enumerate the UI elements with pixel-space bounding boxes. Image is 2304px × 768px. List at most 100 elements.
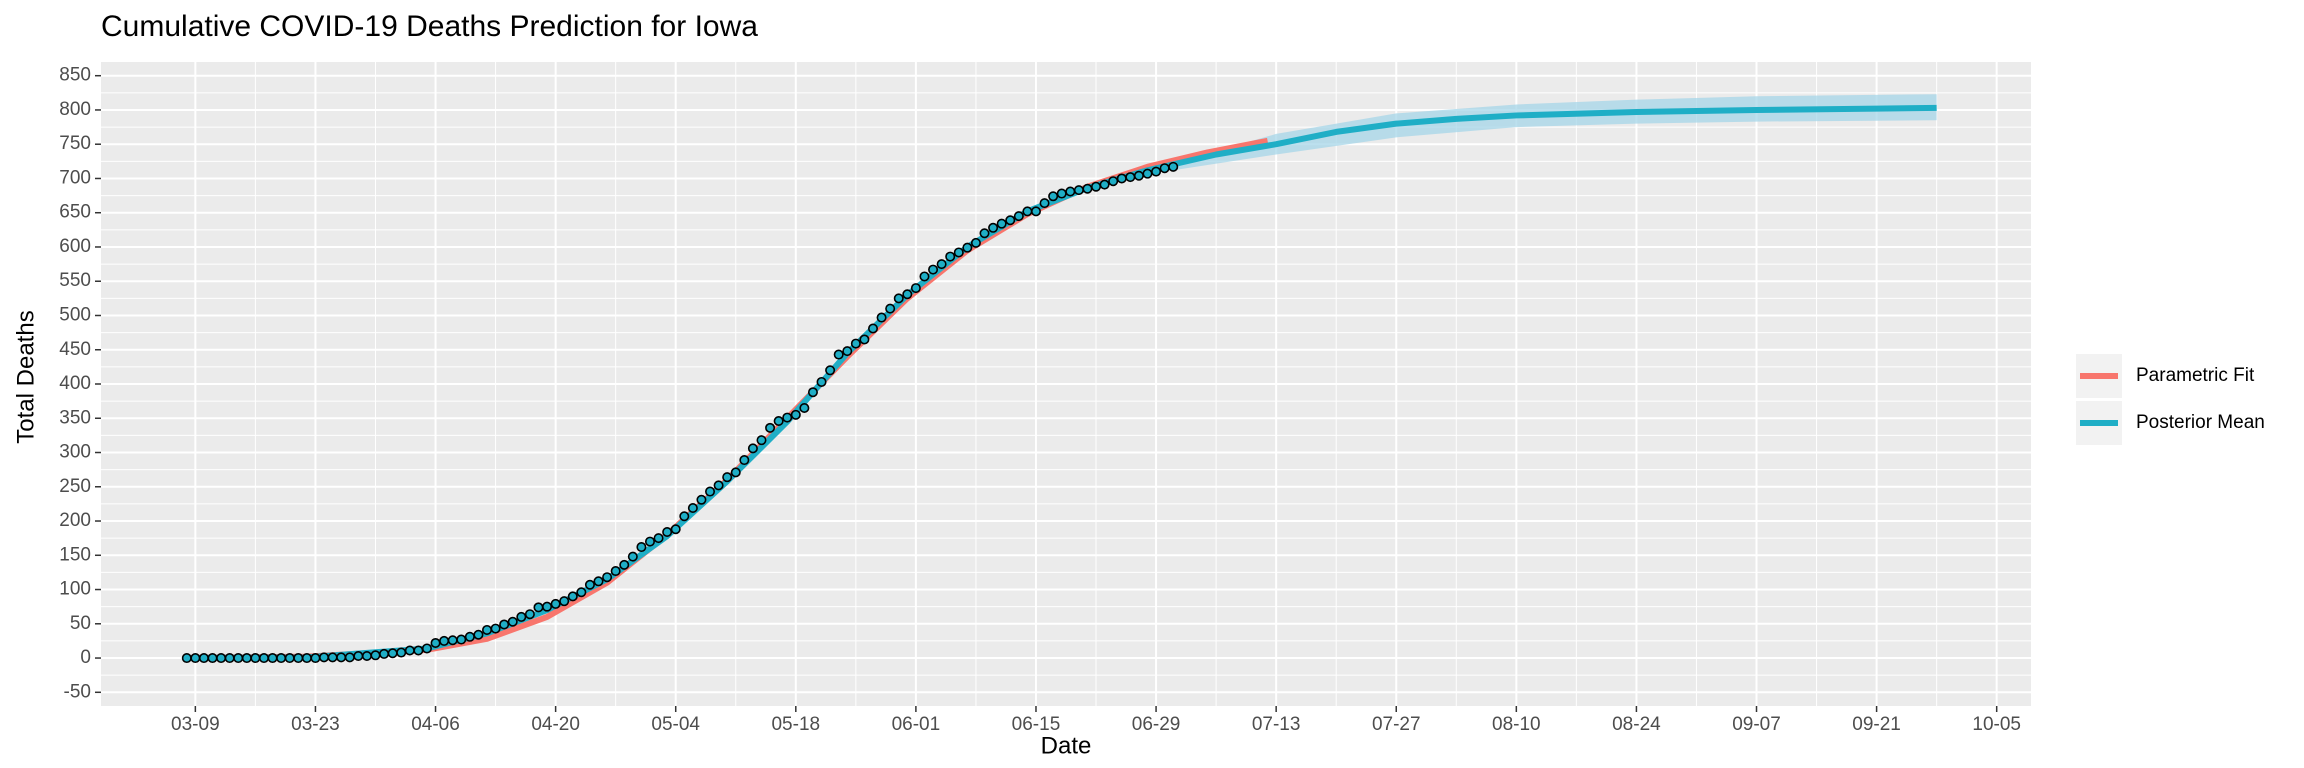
data-point	[790, 409, 801, 420]
data-point	[850, 338, 861, 349]
data-point	[353, 650, 364, 661]
data-point	[542, 601, 553, 612]
data-point	[1013, 211, 1024, 222]
data-point	[1022, 206, 1033, 217]
data-point	[610, 566, 621, 577]
x-tick-label: 05-18	[771, 714, 820, 735]
data-point	[224, 653, 235, 664]
data-point	[1142, 168, 1153, 179]
data-point	[705, 486, 716, 497]
data-point	[301, 653, 312, 664]
data-point	[988, 222, 999, 233]
data-point	[747, 443, 758, 454]
data-point	[953, 247, 964, 258]
data-point	[413, 645, 424, 656]
data-point	[1065, 186, 1076, 197]
x-tick-label: 07-27	[1372, 714, 1421, 735]
x-tick-label: 09-07	[1732, 714, 1781, 735]
data-point	[696, 494, 707, 505]
y-axis-title: Total Deaths	[12, 310, 39, 443]
y-tick-label: 450	[59, 339, 91, 360]
confidence-band	[1173, 94, 1937, 171]
y-tick-label: 150	[59, 544, 91, 565]
data-point	[970, 237, 981, 248]
data-point	[1125, 172, 1136, 183]
data-point	[619, 559, 630, 570]
data-point	[807, 387, 818, 398]
data-point	[644, 536, 655, 547]
data-point	[1108, 176, 1119, 187]
data-point	[344, 652, 355, 663]
data-point	[996, 218, 1007, 229]
data-point	[464, 631, 475, 642]
data-point	[670, 524, 681, 535]
data-point	[430, 637, 441, 648]
data-point	[816, 376, 827, 387]
data-point	[1073, 185, 1084, 196]
data-point	[396, 647, 407, 658]
y-tick-label: 500	[59, 305, 91, 326]
data-point	[207, 653, 218, 664]
y-tick-label: 0	[80, 647, 91, 668]
data-point	[722, 472, 733, 483]
x-tick-label: 04-06	[411, 714, 460, 735]
data-point	[962, 242, 973, 253]
data-point	[216, 653, 227, 664]
data-point	[799, 402, 810, 413]
data-point	[910, 283, 921, 294]
data-point	[756, 435, 767, 446]
data-point	[653, 533, 664, 544]
data-point	[516, 611, 527, 622]
data-point	[945, 251, 956, 262]
data-point	[379, 648, 390, 659]
data-point	[1159, 163, 1170, 174]
data-point	[267, 653, 278, 664]
data-point	[198, 653, 209, 664]
data-point	[439, 635, 450, 646]
data-point	[190, 653, 201, 664]
data-point	[782, 412, 793, 423]
data-point	[559, 596, 570, 607]
y-tick-label: 850	[59, 65, 91, 86]
y-tick-label: 50	[70, 613, 91, 634]
data-point	[336, 652, 347, 663]
data-point	[319, 652, 330, 663]
y-tick-label: 250	[59, 476, 91, 497]
y-tick-label: 700	[59, 167, 91, 188]
data-point	[730, 467, 741, 478]
data-point	[885, 303, 896, 314]
data-point	[576, 587, 587, 598]
data-point	[421, 643, 432, 654]
data-point	[327, 652, 338, 663]
data-point	[1048, 191, 1059, 202]
data-point	[387, 648, 398, 659]
x-tick-label: 04-20	[531, 714, 580, 735]
data-point	[1116, 173, 1127, 184]
y-tick-label: 400	[59, 373, 91, 394]
data-point	[370, 650, 381, 661]
data-point	[662, 526, 673, 537]
data-point	[550, 598, 561, 609]
data-point	[602, 572, 613, 583]
data-point	[447, 635, 458, 646]
data-point	[627, 551, 638, 562]
data-point	[825, 365, 836, 376]
data-point	[284, 653, 295, 664]
x-tick-label: 08-24	[1612, 714, 1661, 735]
data-point	[876, 312, 887, 323]
data-point	[833, 349, 844, 360]
data-point	[1151, 166, 1162, 177]
data-point	[404, 645, 415, 656]
data-point	[1168, 161, 1179, 172]
data-point	[893, 293, 904, 304]
data-point	[902, 289, 913, 300]
x-tick-label: 06-01	[892, 714, 941, 735]
data-point	[713, 480, 724, 491]
data-point	[1030, 206, 1041, 217]
legend-label: Parametric Fit	[2136, 365, 2255, 386]
x-tick-label: 05-04	[651, 714, 700, 735]
y-tick-label: 800	[59, 99, 91, 120]
x-tick-label: 06-15	[1012, 714, 1061, 735]
data-point	[258, 653, 269, 664]
